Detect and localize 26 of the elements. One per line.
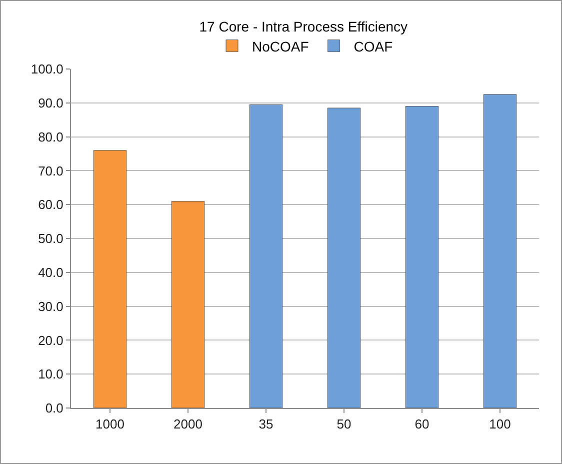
bar — [483, 94, 517, 408]
y-tick-label: 20.0 — [38, 332, 64, 348]
chart-title: 17 Core - Intra Process Efficiency — [199, 18, 408, 35]
x-tick-label: 60 — [414, 416, 430, 432]
y-tick-label: 100.0 — [30, 62, 64, 77]
y-tick-label: 50.0 — [38, 231, 64, 246]
legend-label: COAF — [354, 38, 393, 54]
y-tick-label: 40.0 — [38, 264, 64, 280]
x-tick-label: 35 — [258, 416, 274, 432]
y-tick-label: 70.0 — [38, 163, 64, 178]
bar — [171, 200, 205, 408]
bar — [327, 108, 361, 408]
y-tick-label: 60.0 — [38, 197, 64, 212]
bar — [405, 106, 439, 408]
y-tick-label: 30.0 — [38, 298, 64, 314]
y-tick-label: 0.0 — [45, 400, 64, 416]
y-tick-label: 10.0 — [38, 366, 64, 382]
legend-label: NoCOAF — [252, 38, 309, 54]
x-tick-label: 1000 — [96, 416, 124, 432]
bar — [249, 104, 283, 408]
x-tick-label: 100 — [489, 416, 511, 432]
x-tick-label: 50 — [336, 416, 352, 432]
y-tick-label: 90.0 — [38, 95, 64, 110]
y-tick-label: 80.0 — [38, 129, 64, 144]
bar — [93, 150, 127, 408]
x-tick-label: 2000 — [174, 416, 202, 432]
